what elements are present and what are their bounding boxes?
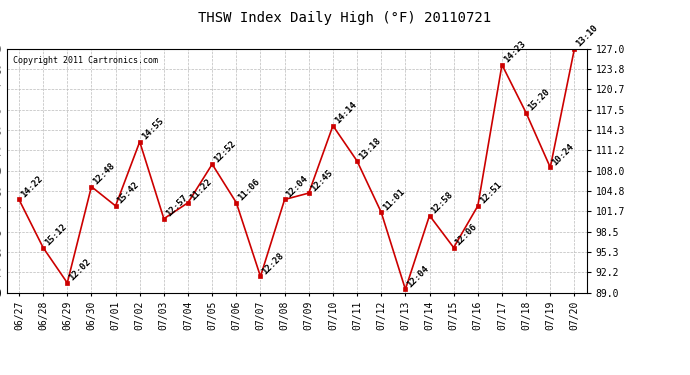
Text: 12:51: 12:51	[477, 180, 503, 206]
Text: 14:22: 14:22	[19, 174, 44, 200]
Text: 15:12: 15:12	[43, 222, 68, 248]
Text: 12:45: 12:45	[308, 168, 334, 193]
Text: 12:52: 12:52	[213, 139, 237, 164]
Text: 14:55: 14:55	[139, 116, 165, 142]
Text: 11:22: 11:22	[188, 177, 213, 203]
Text: 12:58: 12:58	[429, 190, 455, 216]
Text: 12:48: 12:48	[91, 161, 117, 187]
Text: 13:10: 13:10	[574, 23, 600, 49]
Text: 14:14: 14:14	[333, 100, 358, 126]
Text: 12:57: 12:57	[164, 194, 189, 219]
Text: 12:04: 12:04	[406, 264, 431, 289]
Text: THSW Index Daily High (°F) 20110721: THSW Index Daily High (°F) 20110721	[199, 11, 491, 25]
Text: 11:01: 11:01	[381, 187, 406, 212]
Text: 12:04: 12:04	[284, 174, 310, 200]
Text: 11:06: 11:06	[236, 177, 262, 203]
Text: 13:18: 13:18	[357, 136, 382, 161]
Text: 12:02: 12:02	[68, 258, 92, 283]
Text: 10:24: 10:24	[551, 142, 575, 167]
Text: 14:23: 14:23	[502, 39, 527, 65]
Text: 15:42: 15:42	[115, 180, 141, 206]
Text: 12:06: 12:06	[454, 222, 479, 248]
Text: Copyright 2011 Cartronics.com: Copyright 2011 Cartronics.com	[12, 56, 158, 65]
Text: 15:20: 15:20	[526, 87, 551, 113]
Text: 12:28: 12:28	[261, 251, 286, 276]
